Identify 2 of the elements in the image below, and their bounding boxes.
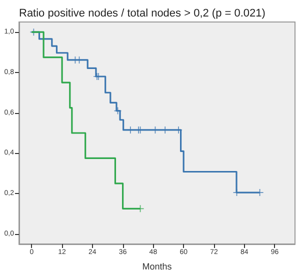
chart-title: Ratio positive nodes / total nodes > 0,2 (p = 0.021) [19, 8, 266, 20]
x-axis-title: Months [142, 262, 172, 272]
